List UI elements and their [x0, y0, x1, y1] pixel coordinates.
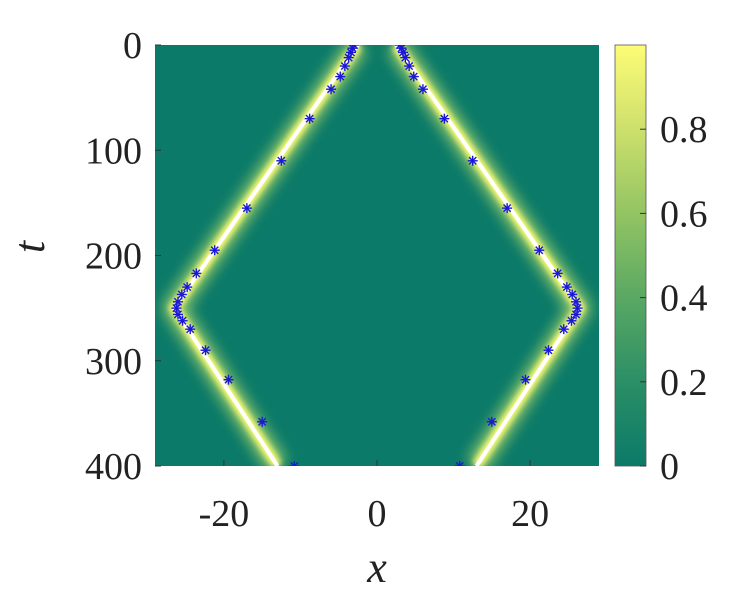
- x-tick-label: -20: [199, 493, 250, 535]
- colorbar-tick-label: 0.6: [660, 193, 708, 235]
- data-point-marker: [176, 289, 187, 300]
- data-point-marker: [417, 84, 428, 95]
- data-point-marker: [552, 268, 563, 279]
- data-point-marker: [339, 61, 350, 72]
- data-point-marker: [171, 303, 182, 314]
- data-point-marker: [172, 309, 183, 320]
- x-axis: -20 0 20: [199, 460, 549, 535]
- y-axis: 0 100 200 300 400: [85, 25, 161, 488]
- data-point-marker: [257, 416, 268, 427]
- y-tick-label: 0: [123, 25, 142, 67]
- data-point-marker: [566, 315, 577, 326]
- colorbar-ticks: 0 0.2 0.4 0.6 0.8: [640, 109, 708, 488]
- x-tick-label: 20: [511, 493, 549, 535]
- x-tick-label: 0: [368, 493, 387, 535]
- data-point-marker: [502, 203, 513, 214]
- data-point-marker: [241, 203, 252, 214]
- data-point-marker: [520, 374, 531, 385]
- colorbar-tick-label: 0.2: [660, 362, 708, 404]
- data-point-marker: [185, 324, 196, 335]
- plot-area: [155, 45, 599, 466]
- marker-layer: [171, 45, 583, 466]
- y-tick-label: 100: [85, 130, 142, 172]
- data-point-marker: [404, 61, 415, 72]
- data-point-marker: [182, 282, 193, 293]
- data-point-marker: [289, 461, 300, 466]
- data-point-marker: [534, 245, 545, 256]
- data-point-marker: [467, 155, 478, 166]
- data-point-marker: [571, 309, 582, 320]
- data-point-marker: [567, 289, 578, 300]
- y-axis-label: t: [5, 239, 54, 253]
- colorbar: 0 0.2 0.4 0.6 0.8: [614, 44, 708, 488]
- y-tick-label: 400: [85, 446, 142, 488]
- data-point-marker: [543, 345, 554, 356]
- colorbar-tick-label: 0.8: [660, 109, 708, 151]
- data-point-marker: [439, 113, 450, 124]
- data-point-marker: [172, 296, 183, 307]
- data-point-marker: [191, 268, 202, 279]
- colorbar-tick-label: 0: [660, 446, 679, 488]
- data-point-marker: [177, 315, 188, 326]
- data-point-marker: [223, 374, 234, 385]
- data-point-marker: [558, 324, 569, 335]
- data-point-marker: [400, 52, 411, 63]
- data-point-marker: [335, 71, 346, 82]
- data-point-marker: [276, 155, 287, 166]
- data-point-marker: [343, 52, 354, 63]
- colorbar-tick-label: 0.4: [660, 278, 708, 320]
- x-axis-label: x: [366, 543, 387, 592]
- data-point-marker: [561, 282, 572, 293]
- data-point-marker: [572, 303, 583, 314]
- y-tick-label: 300: [85, 341, 142, 383]
- data-point-marker: [454, 461, 465, 466]
- y-tick-label: 200: [85, 236, 142, 278]
- data-point-marker: [304, 113, 315, 124]
- data-point-marker: [486, 416, 497, 427]
- data-point-marker: [209, 245, 220, 256]
- data-point-marker: [571, 296, 582, 307]
- data-point-marker: [200, 345, 211, 356]
- colorbar-gradient: [614, 44, 647, 467]
- data-point-marker: [408, 71, 419, 82]
- data-point-marker: [326, 84, 337, 95]
